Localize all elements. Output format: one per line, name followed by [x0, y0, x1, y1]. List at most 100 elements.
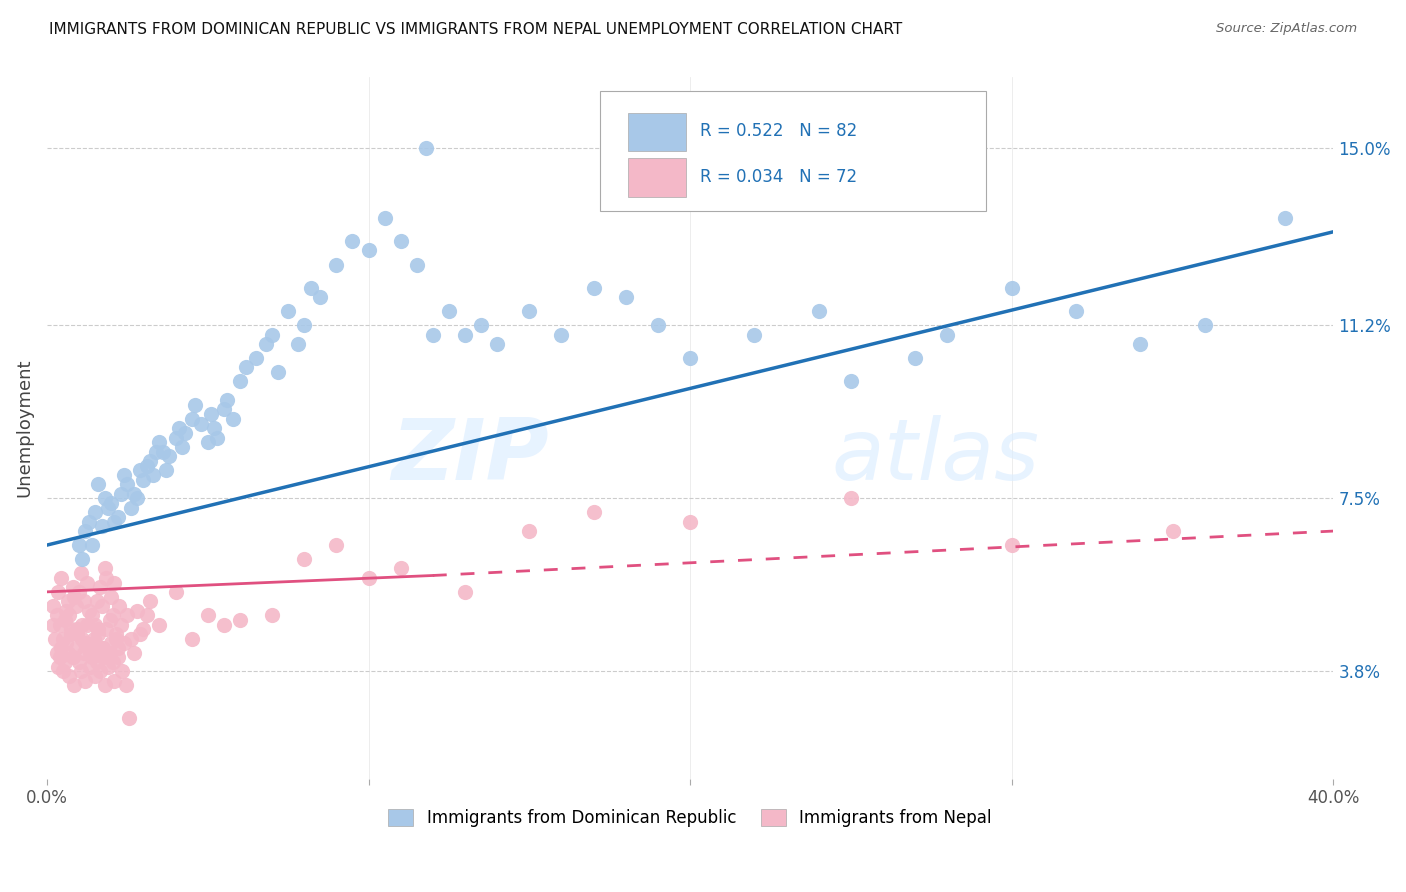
- Point: [157, 449, 180, 463]
- Point: [91, 640, 114, 655]
- Point: [108, 599, 131, 613]
- Point: [66, 627, 89, 641]
- Point: [148, 435, 170, 450]
- Point: [174, 425, 197, 440]
- Point: [62, 580, 84, 594]
- Point: [260, 327, 283, 342]
- Point: [679, 515, 702, 529]
- Point: [77, 640, 100, 655]
- Point: [132, 473, 155, 487]
- Point: [299, 281, 322, 295]
- Point: [254, 337, 277, 351]
- Point: [87, 622, 110, 636]
- Point: [98, 613, 121, 627]
- Point: [229, 375, 252, 389]
- Point: [84, 669, 107, 683]
- Point: [180, 412, 202, 426]
- Point: [96, 571, 118, 585]
- Point: [807, 304, 830, 318]
- Point: [235, 360, 257, 375]
- Point: [744, 327, 766, 342]
- Text: R = 0.034   N = 72: R = 0.034 N = 72: [700, 168, 858, 186]
- Point: [53, 613, 76, 627]
- Point: [222, 412, 245, 426]
- Point: [46, 585, 69, 599]
- Point: [48, 650, 70, 665]
- Point: [65, 640, 87, 655]
- Point: [72, 632, 94, 646]
- Point: [1129, 337, 1152, 351]
- Point: [83, 636, 105, 650]
- Point: [277, 304, 299, 318]
- Point: [97, 650, 120, 665]
- Point: [325, 538, 347, 552]
- Point: [52, 632, 75, 646]
- Point: [87, 477, 110, 491]
- Point: [342, 234, 364, 248]
- Point: [200, 407, 222, 421]
- Text: ZIP: ZIP: [391, 415, 548, 498]
- Point: [129, 463, 152, 477]
- Point: [1274, 211, 1296, 225]
- Point: [73, 646, 96, 660]
- Point: [55, 636, 77, 650]
- Point: [65, 599, 87, 613]
- Point: [76, 617, 98, 632]
- Point: [139, 454, 162, 468]
- Point: [45, 608, 67, 623]
- Text: atlas: atlas: [832, 415, 1039, 498]
- Point: [84, 505, 107, 519]
- Point: [101, 655, 124, 669]
- Point: [415, 140, 437, 154]
- Point: [103, 575, 125, 590]
- Point: [357, 571, 380, 585]
- Point: [96, 622, 118, 636]
- Point: [75, 673, 97, 688]
- Point: [103, 673, 125, 688]
- Point: [325, 258, 347, 272]
- Point: [374, 211, 396, 225]
- Point: [135, 608, 157, 623]
- Point: [84, 617, 107, 632]
- Point: [112, 467, 135, 482]
- Point: [73, 594, 96, 608]
- Point: [229, 613, 252, 627]
- Point: [62, 650, 84, 665]
- Point: [389, 234, 412, 248]
- Bar: [628, 112, 686, 151]
- Point: [839, 491, 862, 506]
- Point: [103, 515, 125, 529]
- Point: [86, 594, 108, 608]
- Point: [69, 566, 91, 581]
- Point: [55, 603, 77, 617]
- Point: [292, 552, 315, 566]
- Point: [46, 659, 69, 673]
- Point: [90, 599, 112, 613]
- Point: [91, 650, 114, 665]
- Point: [80, 608, 103, 623]
- Point: [1161, 524, 1184, 538]
- Point: [142, 467, 165, 482]
- Point: [117, 477, 139, 491]
- Point: [197, 608, 219, 623]
- Point: [94, 678, 117, 692]
- Point: [63, 678, 86, 692]
- Point: [58, 669, 80, 683]
- Point: [167, 421, 190, 435]
- Y-axis label: Unemployment: Unemployment: [15, 359, 32, 498]
- Point: [75, 636, 97, 650]
- Point: [114, 678, 136, 692]
- Point: [112, 636, 135, 650]
- Point: [79, 646, 101, 660]
- Point: [118, 711, 141, 725]
- Point: [76, 575, 98, 590]
- Point: [110, 617, 132, 632]
- Point: [550, 327, 572, 342]
- Point: [42, 617, 65, 632]
- Point: [215, 393, 238, 408]
- Point: [212, 402, 235, 417]
- Point: [422, 327, 444, 342]
- Point: [63, 590, 86, 604]
- Point: [72, 617, 94, 632]
- Point: [89, 580, 111, 594]
